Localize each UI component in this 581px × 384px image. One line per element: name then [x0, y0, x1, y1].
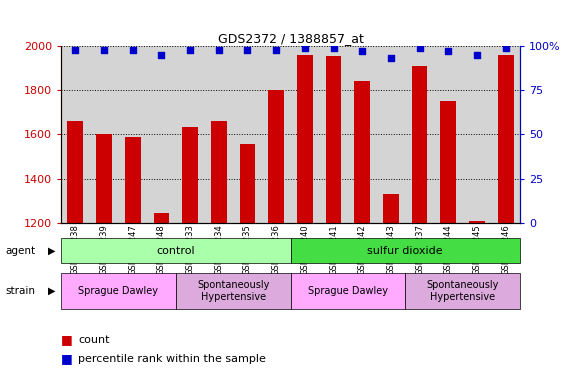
Bar: [383, 194, 399, 223]
Bar: [469, 220, 485, 223]
Text: ▶: ▶: [48, 286, 55, 296]
Point: [444, 48, 453, 55]
Bar: [67, 121, 83, 223]
Point: [243, 46, 252, 53]
Point: [386, 55, 396, 61]
Bar: [297, 55, 313, 223]
Bar: [239, 144, 256, 223]
Text: ■: ■: [61, 353, 73, 366]
Bar: [354, 81, 370, 223]
Point: [501, 45, 510, 51]
Bar: [440, 101, 456, 223]
Bar: [96, 134, 112, 223]
Point: [214, 46, 224, 53]
Point: [329, 45, 338, 51]
Text: strain: strain: [6, 286, 36, 296]
Bar: [175, 273, 290, 309]
Bar: [211, 121, 227, 223]
Point: [128, 46, 137, 53]
Bar: [153, 213, 169, 223]
Text: agent: agent: [6, 245, 36, 256]
Text: Spontaneously
Hypertensive: Spontaneously Hypertensive: [197, 280, 270, 302]
Point: [271, 46, 281, 53]
Point: [472, 52, 482, 58]
Bar: [268, 90, 284, 223]
Point: [357, 48, 367, 55]
Text: sulfur dioxide: sulfur dioxide: [367, 245, 443, 256]
Point: [300, 45, 310, 51]
Point: [185, 46, 195, 53]
Point: [157, 52, 166, 58]
Bar: [290, 238, 520, 263]
Title: GDS2372 / 1388857_at: GDS2372 / 1388857_at: [217, 32, 364, 45]
Point: [99, 46, 109, 53]
Text: count: count: [78, 335, 110, 345]
Text: percentile rank within the sample: percentile rank within the sample: [78, 354, 266, 364]
Bar: [182, 127, 198, 223]
Bar: [61, 238, 290, 263]
Bar: [290, 273, 406, 309]
Text: Sprague Dawley: Sprague Dawley: [308, 286, 388, 296]
Point: [71, 46, 80, 53]
Bar: [412, 66, 428, 223]
Bar: [61, 273, 175, 309]
Bar: [325, 56, 342, 223]
Text: ▶: ▶: [48, 245, 55, 256]
Point: [415, 45, 424, 51]
Bar: [406, 273, 520, 309]
Text: Spontaneously
Hypertensive: Spontaneously Hypertensive: [426, 280, 499, 302]
Bar: [125, 137, 141, 223]
Bar: [498, 55, 514, 223]
Text: control: control: [156, 245, 195, 256]
Text: ■: ■: [61, 333, 73, 346]
Text: Sprague Dawley: Sprague Dawley: [78, 286, 159, 296]
